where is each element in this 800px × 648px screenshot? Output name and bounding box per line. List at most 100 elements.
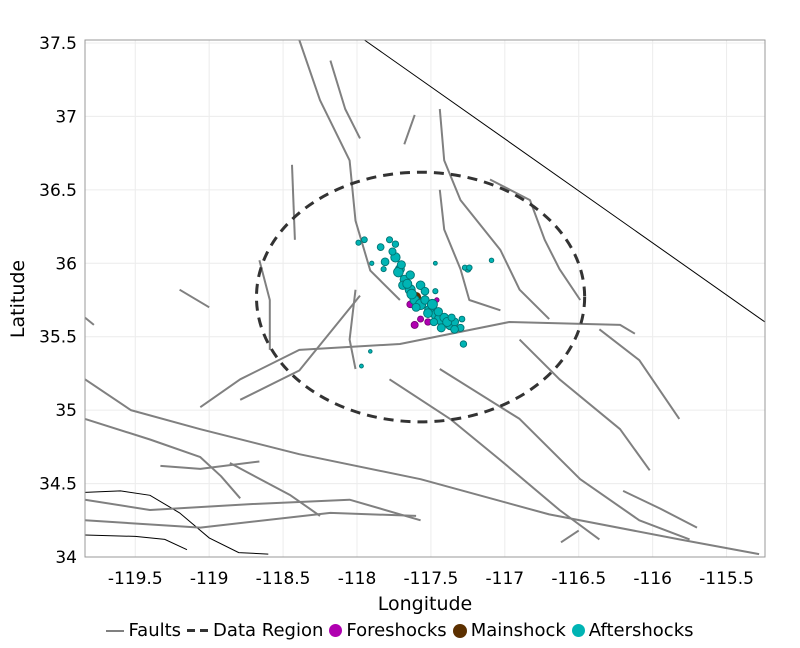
- aftershock-point: [369, 260, 375, 266]
- fault-line: [403, 114, 416, 145]
- aftershock-point: [385, 236, 394, 244]
- fault-line: [622, 489, 698, 529]
- legend-label: Data Region: [213, 620, 324, 641]
- aftershock-point: [355, 239, 362, 246]
- boundary-line: [364, 39, 766, 323]
- aftershock-point: [359, 363, 364, 369]
- fault-line: [438, 189, 501, 312]
- aftershock-point: [436, 323, 446, 333]
- legend-label: Mainshock: [470, 620, 566, 641]
- aftershock-point: [432, 288, 439, 295]
- aftershock-point: [406, 288, 417, 300]
- y-tick-label: 34: [55, 548, 77, 568]
- grid: [85, 40, 765, 558]
- dashed-line-swatch: [187, 629, 210, 632]
- aftershock-point: [396, 260, 406, 270]
- x-tick-label: -117.5: [404, 569, 459, 589]
- x-tick-labels: -119.5 -119 -118.5 -118 -117.5 -117 -116.5 -116…: [108, 569, 754, 589]
- faults-line-swatch: [106, 629, 125, 632]
- legend-item-data-region: Data Region: [187, 620, 323, 641]
- x-axis-label: Longitude: [378, 593, 473, 615]
- y-tick-label: 36: [55, 254, 77, 274]
- y-axis-label: Latitude: [7, 260, 29, 338]
- fault-line: [298, 39, 401, 301]
- x-tick-label: -118: [338, 569, 377, 589]
- boundary-line: [84, 490, 269, 555]
- legend: Faults Data Region Foreshocks Mainshock …: [0, 620, 800, 641]
- events: [355, 236, 495, 369]
- fault-line: [84, 316, 95, 326]
- fault-line: [438, 108, 550, 320]
- aftershock-point: [388, 247, 397, 256]
- y-tick-labels: 34 34.5 35 35.5 36 36.5 37 37.5: [39, 34, 77, 568]
- fault-line: [388, 378, 600, 541]
- y-tick-label: 37: [55, 107, 77, 127]
- y-tick-label: 35: [55, 401, 77, 421]
- aftershock-point: [391, 240, 400, 248]
- aftershock-point: [458, 315, 466, 323]
- aftershock-point: [376, 243, 385, 251]
- aftershock-point: [429, 317, 439, 327]
- faults: [84, 39, 760, 556]
- aftershock-point: [402, 278, 413, 289]
- x-tick-label: -116: [633, 569, 672, 589]
- aftershock-point: [405, 270, 415, 280]
- fault-line: [348, 289, 357, 370]
- aftershock-point: [380, 266, 387, 273]
- legend-label: Faults: [128, 620, 182, 641]
- aftershock-point: [368, 349, 373, 354]
- aftershock-dot-swatch: [571, 624, 585, 637]
- legend-label: Aftershocks: [588, 620, 694, 641]
- aftershock-point: [420, 286, 430, 296]
- y-tick-label: 36.5: [39, 181, 77, 201]
- foreshock-dot-swatch: [329, 624, 343, 637]
- aftershock-point: [466, 264, 473, 271]
- legend-item-faults: Faults: [106, 620, 181, 641]
- aftershock-point: [433, 307, 443, 317]
- fault-line: [84, 511, 417, 529]
- legend-item-mainshock: Mainshock: [452, 620, 566, 641]
- fault-line: [258, 260, 271, 350]
- x-tick-label: -116.5: [551, 569, 606, 589]
- x-tick-label: -119: [190, 569, 229, 589]
- fault-line: [84, 417, 241, 499]
- fault-line: [84, 378, 760, 556]
- data-region-circle: [254, 170, 587, 424]
- foreshock-point: [410, 320, 419, 329]
- y-tick-label: 37.5: [39, 34, 77, 54]
- x-tick-label: -118.5: [256, 569, 311, 589]
- aftershock-point: [423, 308, 433, 318]
- fault-line: [84, 498, 421, 522]
- fault-line: [560, 529, 580, 544]
- fault-line: [439, 368, 690, 541]
- aftershock-point: [411, 302, 421, 312]
- x-tick-label: -117: [486, 569, 525, 589]
- fault-line: [598, 328, 681, 420]
- fault-line: [329, 60, 361, 139]
- boundary-line: [84, 534, 188, 551]
- aftershock-point: [447, 313, 456, 322]
- aftershock-point: [459, 340, 468, 348]
- fault-line: [489, 178, 582, 301]
- fault-line: [518, 338, 651, 471]
- y-tick-label: 34.5: [39, 475, 77, 495]
- mainshock-dot-swatch: [452, 623, 467, 638]
- foreshock-point: [417, 315, 425, 323]
- fault-line: [239, 294, 361, 401]
- aftershock-point: [426, 298, 438, 310]
- fault-line: [199, 321, 636, 409]
- aftershock-point: [432, 260, 438, 266]
- fault-line: [229, 462, 321, 517]
- legend-label: Foreshocks: [346, 620, 447, 641]
- aftershock-point: [450, 325, 459, 334]
- aftershock-point: [380, 257, 390, 267]
- legend-item-aftershocks: Aftershocks: [571, 620, 694, 641]
- fault-line: [160, 460, 260, 470]
- fault-line: [179, 288, 210, 309]
- y-tick-label: 35.5: [39, 328, 77, 348]
- data-region: [254, 170, 587, 424]
- plot-frame: [84, 39, 766, 558]
- aftershock-point: [361, 236, 368, 244]
- fault-line: [291, 164, 296, 240]
